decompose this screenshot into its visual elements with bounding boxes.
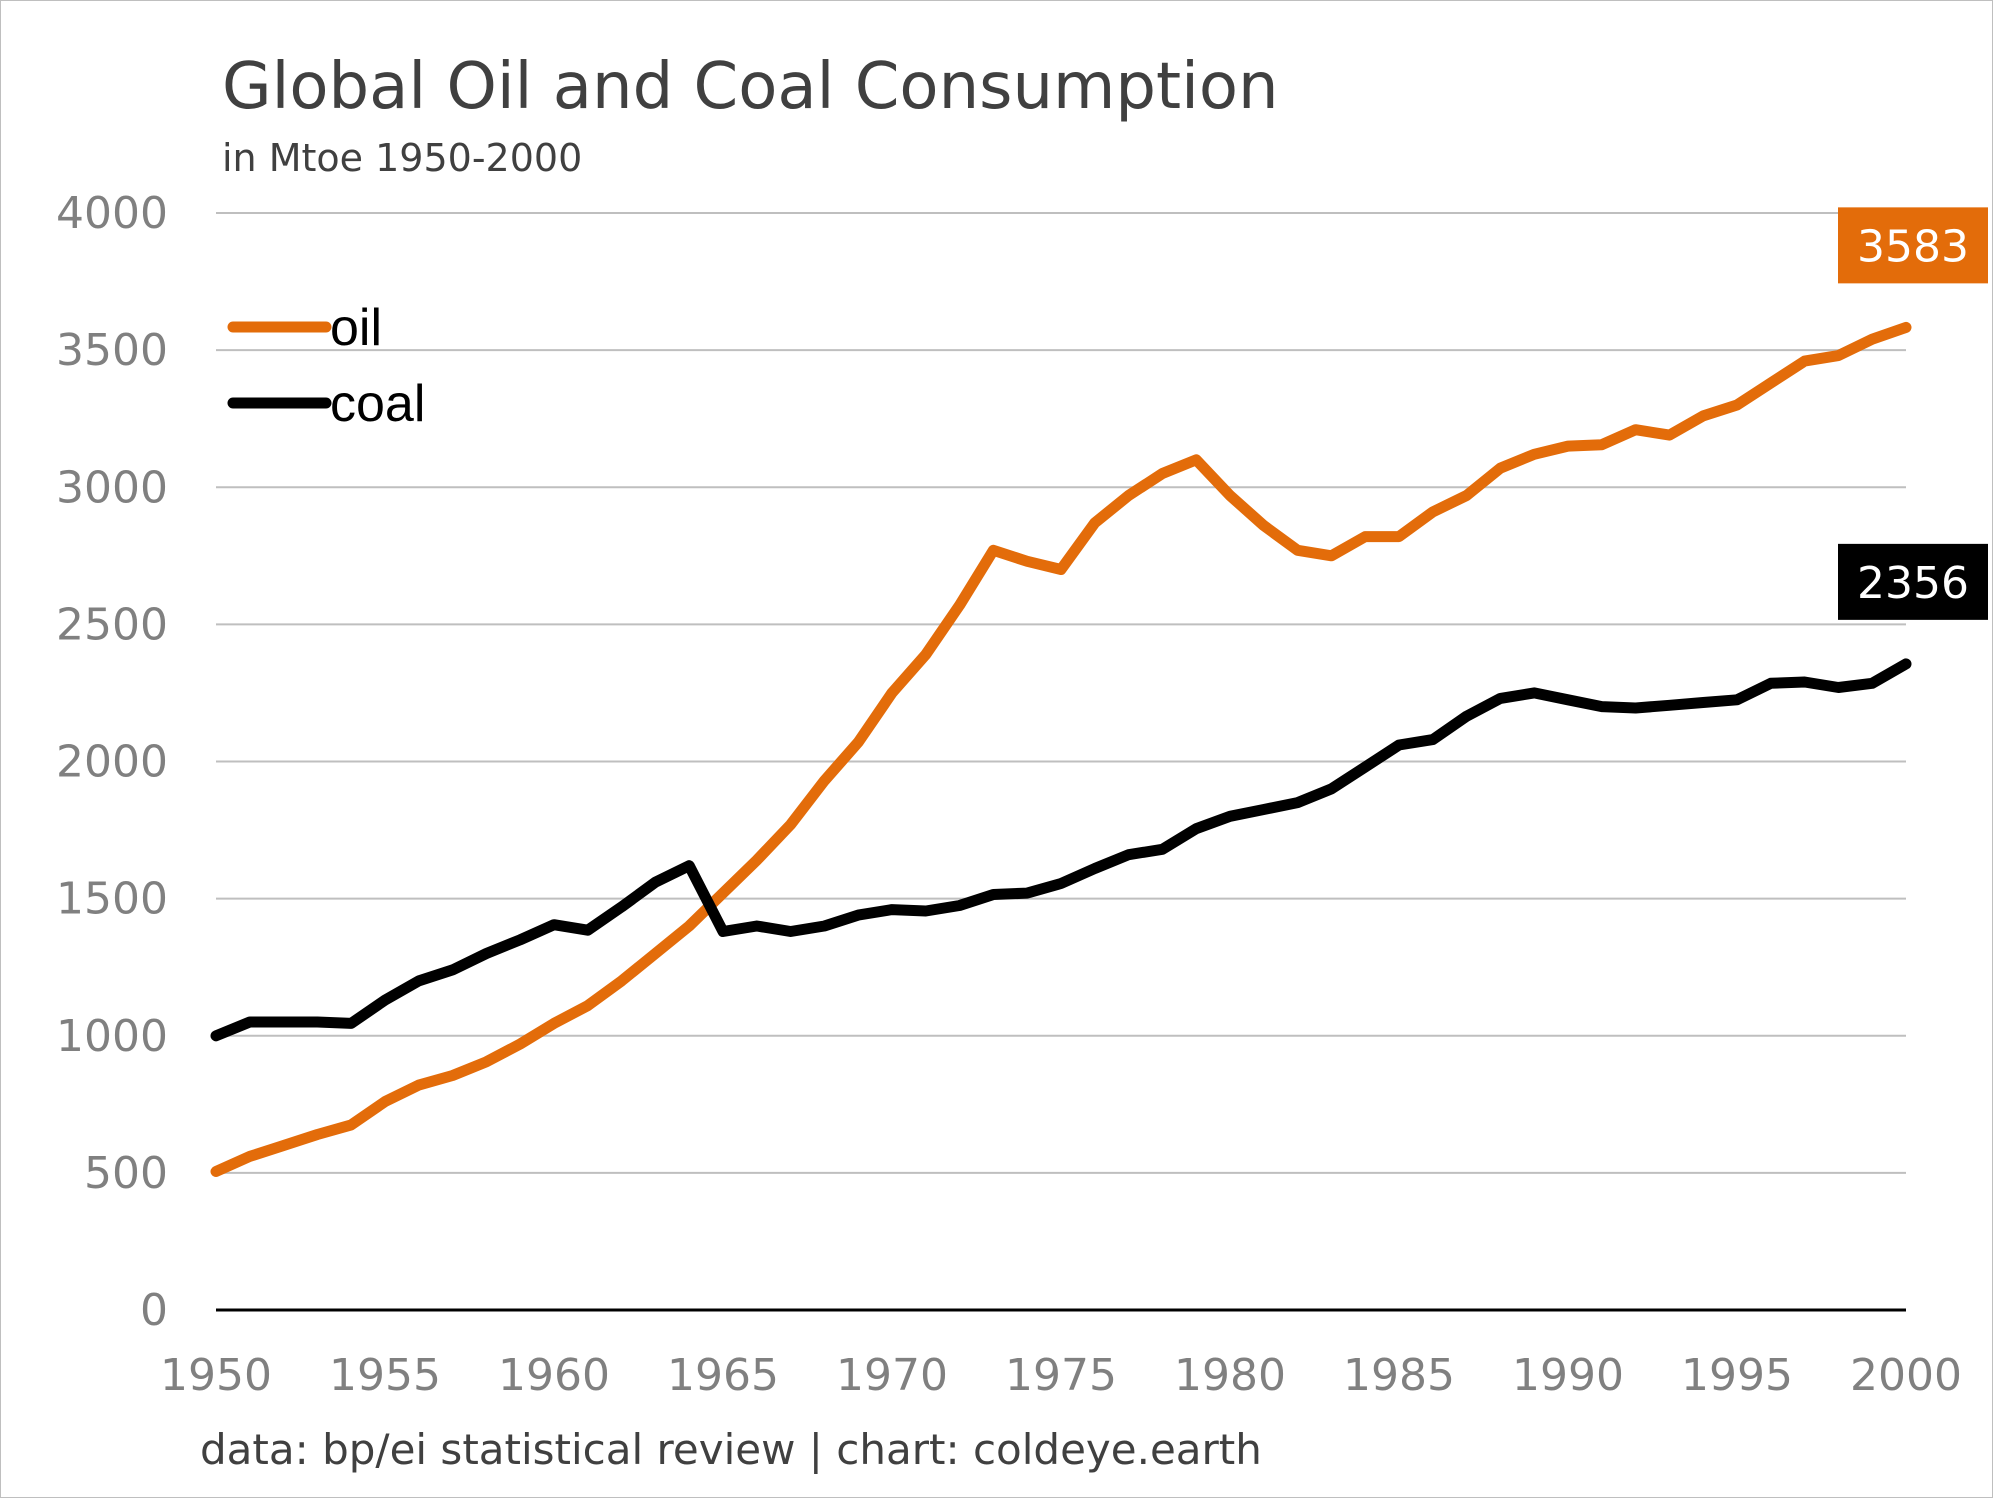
y-tick-label: 500 [84, 1148, 168, 1199]
y-tick-label: 0 [140, 1285, 168, 1336]
x-tick-label: 1955 [329, 1350, 441, 1401]
y-axis-ticks: 0 500 1000 1500 2000 2500 3000 3500 4000 [56, 188, 168, 1336]
grid-lines [216, 212, 1906, 1312]
x-tick-label: 1965 [667, 1350, 779, 1401]
x-tick-label: 1980 [1174, 1350, 1286, 1401]
source-note: data: bp/ei statistical review | chart: … [200, 1425, 1262, 1474]
x-tick-label: 1995 [1681, 1350, 1793, 1401]
y-tick-label: 2500 [56, 599, 168, 650]
end-label-box-coal [1838, 543, 1988, 620]
x-axis-ticks: 1950 1955 1960 1965 1970 1975 1980 1985 1990 1995… [160, 1350, 1962, 1401]
end-label-coal: 2356 [1857, 558, 1969, 609]
chart-subtitle: in Mtoe 1950-2000 [222, 136, 583, 180]
legend-label-coal: coal [330, 375, 425, 433]
x-tick-label: 1975 [1005, 1350, 1117, 1401]
x-tick-label: 1990 [1512, 1350, 1624, 1401]
legend: oil coal [227, 299, 425, 433]
y-tick-label: 4000 [56, 188, 168, 239]
x-tick-label: 2000 [1850, 1350, 1962, 1401]
legend-label-oil: oil [330, 299, 382, 357]
end-labels: 3583 2356 [1838, 207, 1988, 620]
end-label-box-oil [1838, 207, 1988, 284]
end-label-oil: 3583 [1857, 221, 1969, 272]
x-tick-label: 1960 [498, 1350, 610, 1401]
series-line-oil [210, 321, 1912, 1177]
y-tick-label: 3500 [56, 325, 168, 376]
y-tick-label: 1500 [56, 874, 168, 925]
x-tick-label: 1970 [836, 1350, 948, 1401]
y-tick-label: 2000 [56, 737, 168, 788]
x-tick-label: 1950 [160, 1350, 272, 1401]
y-tick-label: 1000 [56, 1011, 168, 1062]
series-lines [210, 321, 1912, 1177]
chart-title: Global Oil and Coal Consumption [222, 50, 1279, 124]
y-tick-label: 3000 [56, 462, 168, 513]
x-tick-label: 1985 [1343, 1350, 1455, 1401]
series-line-coal [210, 658, 1912, 1042]
